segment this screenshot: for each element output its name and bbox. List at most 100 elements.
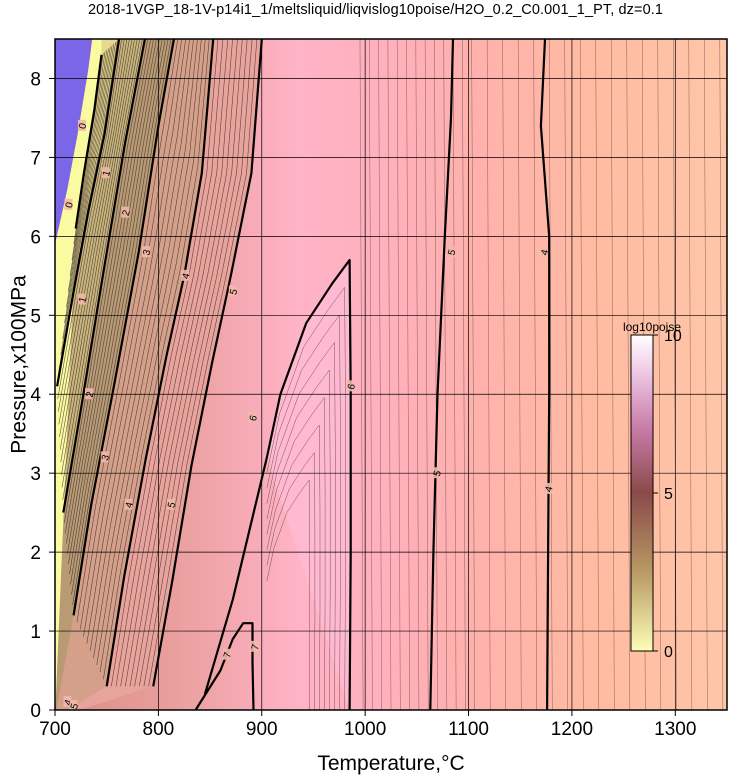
minor-contour xyxy=(471,39,475,710)
contour-label: 7 xyxy=(250,643,262,652)
y-tick-label: 6 xyxy=(30,227,41,248)
contour-label: 4 xyxy=(124,501,136,510)
minor-contour xyxy=(64,39,149,523)
minor-contour xyxy=(139,39,248,687)
minor-contour xyxy=(143,39,253,687)
x-tick-label: 900 xyxy=(246,719,278,740)
minor-contour xyxy=(59,39,133,450)
plot-frame xyxy=(54,38,728,711)
colorbar-tick-label: 10 xyxy=(664,328,682,345)
minor-contour xyxy=(452,39,457,710)
contour-label: 2 xyxy=(121,209,133,218)
minor-contour xyxy=(266,451,316,710)
contour-label-bg xyxy=(85,388,94,400)
contour-label-bg xyxy=(181,269,190,281)
minor-contour xyxy=(58,39,125,412)
contour-label-bg xyxy=(124,498,133,510)
contour-label: 3 xyxy=(141,248,153,257)
minor-contour xyxy=(378,39,382,710)
minor-contour xyxy=(443,39,448,710)
minor-contour xyxy=(462,39,466,710)
colorbar-tick-label: 5 xyxy=(664,486,673,503)
minor-contour xyxy=(111,39,219,687)
contour-label: 6 xyxy=(346,382,358,391)
contour-label-bg xyxy=(121,206,130,218)
minor-contour xyxy=(65,39,151,534)
minor-contour xyxy=(103,39,210,680)
x-tick-label: 700 xyxy=(39,719,71,740)
minor-contour xyxy=(148,39,258,687)
minor-contour xyxy=(96,39,202,666)
contour-label: 4 xyxy=(544,485,556,494)
major-contour-line xyxy=(105,39,215,687)
minor-contour xyxy=(61,39,138,475)
contour-label: 6 xyxy=(248,414,260,423)
contour-label: 4 xyxy=(63,698,75,707)
x-tick-label: 1000 xyxy=(344,719,386,740)
contour-label-bg xyxy=(69,700,78,710)
contour-label-bg xyxy=(346,380,355,392)
minor-contour xyxy=(548,39,553,710)
minor-contour xyxy=(129,39,238,687)
minor-contour xyxy=(68,39,160,565)
colorbar-tick-label: 0 xyxy=(664,644,673,661)
major-contour-line xyxy=(72,39,175,616)
colorbar: log10poise 0 5 10 xyxy=(623,320,682,661)
minor-contour xyxy=(610,39,615,710)
y-tick-label: 4 xyxy=(30,385,41,406)
y-tick-label: 8 xyxy=(30,69,41,90)
minor-contour xyxy=(70,39,166,585)
minor-contour xyxy=(595,39,600,710)
minor-contour xyxy=(266,286,346,710)
minor-contour xyxy=(266,314,341,710)
contour-label-bg xyxy=(432,467,441,479)
minor-contour xyxy=(62,43,115,340)
y-tick-label: 3 xyxy=(30,464,41,485)
x-tick-label: 1200 xyxy=(551,719,593,740)
contour-label-bg xyxy=(166,498,175,510)
minor-contour xyxy=(672,39,677,710)
minor-contour xyxy=(79,39,182,630)
contour-label: 0 xyxy=(64,201,76,210)
contour-band xyxy=(55,39,93,245)
y-tick-label: 5 xyxy=(30,306,41,327)
contour-label-bg xyxy=(228,285,237,297)
minor-contour xyxy=(83,39,186,637)
contour-label-bg xyxy=(77,293,86,305)
minor-contour xyxy=(61,39,141,488)
contour-label-bg xyxy=(222,648,231,660)
y-axis-label: Pressure,x100MPa xyxy=(7,275,30,454)
x-axis-label: Temperature,°C xyxy=(317,752,464,775)
minor-contour xyxy=(369,39,373,710)
minor-contour xyxy=(688,39,693,710)
contour-label: 4 xyxy=(181,272,193,281)
colorbar-gradient xyxy=(630,334,654,652)
minor-contour xyxy=(626,39,631,710)
minor-contour xyxy=(60,42,116,355)
contour-band xyxy=(266,260,351,710)
minor-contour xyxy=(134,39,243,687)
chart-title: 2018-1VGP_18-1V-p14i1_1/meltsliquid/liqv… xyxy=(87,2,664,18)
contour-label: 0 xyxy=(77,122,89,131)
minor-contour xyxy=(415,39,420,710)
contour-label: 4 xyxy=(539,248,551,257)
minor-contour xyxy=(517,39,522,710)
minor-contour xyxy=(71,39,169,595)
y-tick-label: 7 xyxy=(30,148,41,169)
minor-contour xyxy=(424,39,429,710)
minor-contour xyxy=(266,396,326,710)
major-contour-line xyxy=(152,39,263,687)
minor-contour xyxy=(66,46,111,308)
minor-contour xyxy=(67,48,109,292)
x-tick-label: 800 xyxy=(143,719,175,740)
minor-contour xyxy=(115,39,224,687)
contour-label: 5 xyxy=(446,248,458,257)
major-contour-line xyxy=(194,622,255,710)
contour-label: 7 xyxy=(222,651,234,660)
minor-contour xyxy=(396,39,401,710)
minor-contour xyxy=(62,39,143,501)
minor-contour xyxy=(89,39,194,651)
y-tick-label: 2 xyxy=(30,543,41,564)
